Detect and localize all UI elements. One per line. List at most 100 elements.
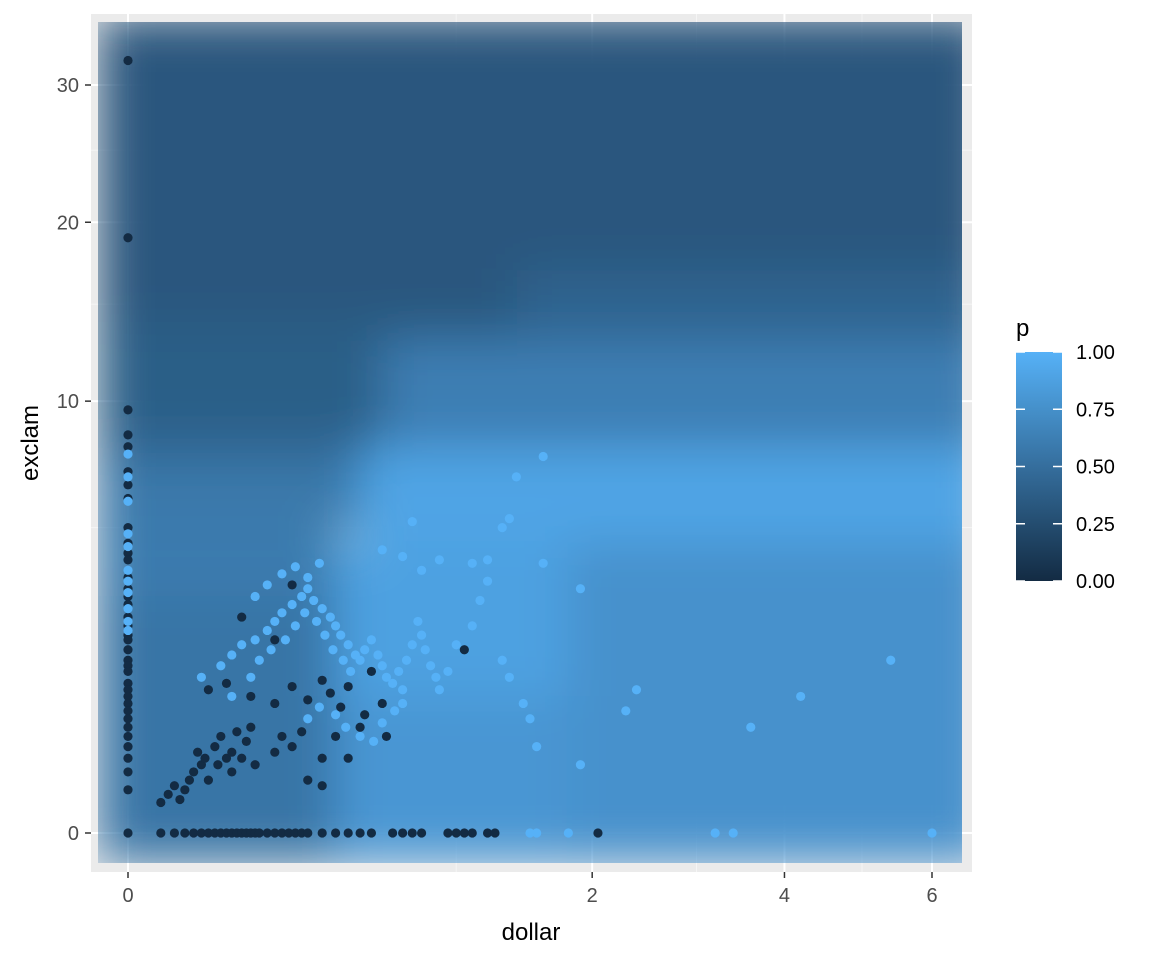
data-point (227, 650, 237, 660)
data-point (123, 587, 133, 598)
data-point (156, 797, 166, 808)
data-point (746, 722, 756, 732)
data-point (123, 706, 133, 716)
data-point (398, 685, 408, 695)
data-point (210, 742, 220, 752)
data-point (262, 828, 272, 838)
y-tick-label: 30 (57, 75, 79, 97)
y-tick-label: 10 (57, 391, 79, 413)
data-point (287, 742, 297, 752)
data-point (254, 655, 264, 665)
data-point (416, 828, 427, 838)
data-point (796, 691, 806, 702)
surface-region (360, 446, 962, 544)
data-point (193, 747, 203, 757)
data-point (290, 828, 300, 838)
data-point (180, 785, 190, 795)
data-point (497, 523, 507, 533)
data-point (451, 640, 461, 650)
data-point (525, 714, 535, 724)
data-point (369, 736, 379, 746)
data-point (123, 449, 133, 459)
data-point (227, 767, 237, 777)
legend-ticks: 0.00 0.25 0.50 0.75 1.00 (1016, 342, 1115, 593)
data-point (330, 710, 341, 720)
data-point (398, 828, 408, 838)
data-point (504, 514, 514, 524)
data-point (355, 828, 365, 838)
data-point (317, 828, 327, 838)
data-point (123, 722, 133, 732)
data-point (297, 591, 307, 602)
data-point (123, 405, 133, 415)
data-point (314, 558, 324, 568)
data-point (196, 672, 206, 682)
data-point (237, 612, 247, 622)
data-point (270, 828, 280, 838)
data-point (631, 685, 642, 695)
data-point (525, 828, 535, 838)
data-point (377, 661, 387, 671)
data-point (123, 442, 133, 452)
data-point (246, 691, 256, 702)
data-point (343, 640, 353, 650)
data-point (123, 698, 133, 709)
data-point (123, 666, 133, 677)
data-point (390, 706, 400, 716)
data-point (343, 681, 353, 692)
data-point (232, 727, 242, 737)
data-point (123, 625, 133, 636)
data-point (123, 480, 133, 490)
data-point (123, 785, 133, 795)
data-point (262, 625, 272, 636)
data-point (532, 828, 542, 838)
data-point (388, 678, 398, 689)
data-point (434, 685, 444, 695)
data-point (360, 710, 370, 720)
surface-region (98, 596, 336, 863)
y-tick-label: 0 (68, 823, 79, 845)
data-point (330, 731, 341, 742)
legend-tick-label: 0.75 (1076, 399, 1115, 421)
y-axis-title: exclam (17, 405, 44, 481)
data-point (250, 635, 260, 645)
data-point (280, 635, 291, 645)
data-point (277, 731, 287, 742)
data-point (398, 698, 408, 709)
data-point (303, 714, 313, 724)
data-point (355, 731, 365, 742)
probability-surface (98, 22, 962, 863)
data-point (336, 702, 346, 712)
data-point (431, 672, 441, 682)
series-p1 (123, 449, 937, 838)
data-point (270, 635, 280, 645)
data-point (338, 655, 348, 665)
data-point (216, 731, 226, 742)
data-point (123, 576, 133, 586)
data-point (325, 612, 335, 622)
data-point (416, 630, 427, 640)
data-point (413, 616, 423, 627)
data-point (203, 828, 213, 838)
data-point (311, 616, 322, 627)
data-point (237, 753, 247, 763)
data-point (336, 630, 346, 640)
data-point (377, 545, 387, 555)
data-point (407, 516, 417, 527)
surface-region (98, 22, 517, 323)
data-point (123, 555, 133, 565)
data-point (200, 753, 210, 763)
data-point (575, 760, 586, 770)
data-point (317, 781, 327, 791)
data-point (467, 828, 477, 838)
data-point (621, 706, 631, 716)
data-point (518, 698, 528, 709)
data-point (381, 672, 392, 682)
data-point (250, 591, 260, 602)
data-point (227, 691, 237, 702)
y-tick-label: 20 (57, 212, 79, 234)
data-point (303, 584, 313, 594)
data-point (314, 702, 324, 712)
